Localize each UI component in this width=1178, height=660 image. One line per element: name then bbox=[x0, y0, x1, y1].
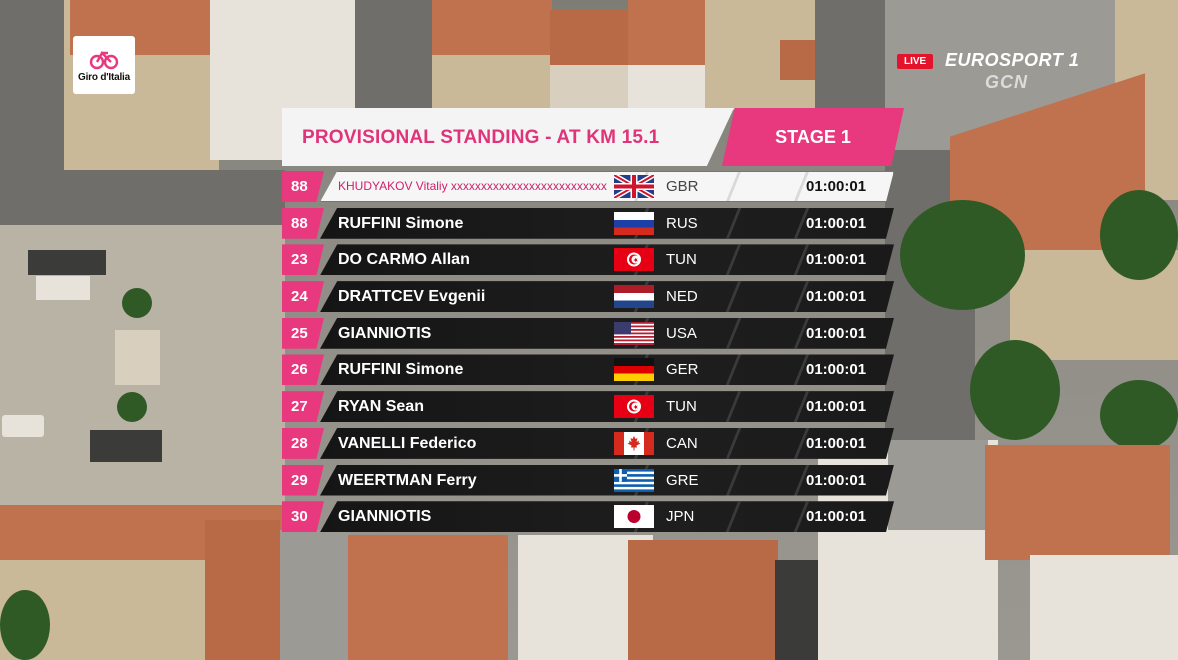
row-background bbox=[320, 391, 894, 423]
standings-row: 28 VANELLI Federico CAN 01:00:01 bbox=[282, 427, 894, 459]
row-background bbox=[320, 354, 894, 386]
live-badge: LIVE bbox=[897, 54, 934, 69]
rider-time: 01:00:01 bbox=[806, 361, 867, 379]
rider-position: 26 bbox=[282, 354, 324, 386]
flag-gb-icon bbox=[614, 175, 654, 198]
giro-logo-text: Giro d'Italia bbox=[77, 71, 130, 83]
flag-jp-icon bbox=[614, 505, 654, 529]
flag-tn-icon bbox=[614, 395, 654, 419]
standings-row: 30 GIANNIOTIS JPN 01:00:01 bbox=[282, 501, 894, 533]
rider-nationality: USA bbox=[666, 324, 697, 342]
rider-name: VANELLI Federico bbox=[338, 434, 477, 452]
giro-ditalia-logo: Giro d'Italia bbox=[73, 36, 135, 94]
stage-label: STAGE 1 bbox=[775, 127, 851, 147]
standings-row: 24 DRATTCEV Evgenii NED 01:00:01 bbox=[282, 281, 894, 313]
rider-time: 01:00:01 bbox=[806, 508, 867, 526]
stage-badge: STAGE 1 bbox=[722, 108, 904, 166]
rider-name: KHUDYAKOV Vitaliy xxxxxxxxxxxxxxxxxxxxxx… bbox=[338, 179, 607, 193]
standings-row: 29 WEERTMAN Ferry GRE 01:00:01 bbox=[282, 464, 894, 496]
rider-nationality: GRE bbox=[666, 471, 699, 489]
row-background bbox=[320, 207, 894, 239]
standings-row-highlighted: 88 KHUDYAKOV Vitaliy xxxxxxxxxxxxxxxxxxxx… bbox=[282, 171, 894, 202]
rider-name: GIANNIOTIS bbox=[338, 508, 432, 526]
rider-nationality: CAN bbox=[666, 434, 698, 452]
rider-name: WEERTMAN Ferry bbox=[338, 471, 477, 489]
rider-time: 01:00:01 bbox=[806, 251, 867, 269]
row-divider bbox=[725, 317, 742, 349]
rider-name: GIANNIOTIS bbox=[338, 324, 432, 342]
rider-position: 23 bbox=[282, 244, 324, 276]
rider-position: 24 bbox=[282, 281, 324, 313]
channel-name: EUROSPORT 1 bbox=[945, 50, 1080, 70]
rider-name: RUFFINI Simone bbox=[338, 214, 464, 232]
rider-time: 01:00:01 bbox=[806, 214, 867, 232]
rider-name: RUFFINI Simone bbox=[338, 361, 464, 379]
rider-name: RYAN Sean bbox=[338, 398, 424, 416]
flag-us-icon bbox=[614, 321, 654, 345]
flag-ru-icon bbox=[614, 211, 654, 235]
row-divider bbox=[725, 464, 742, 496]
row-background bbox=[320, 317, 894, 349]
row-divider bbox=[725, 171, 742, 202]
flag-gr-icon bbox=[614, 468, 654, 492]
row-background bbox=[320, 501, 894, 533]
rider-position: 28 bbox=[282, 427, 324, 459]
row-background bbox=[320, 427, 894, 459]
rider-name: DO CARMO Allan bbox=[338, 251, 470, 269]
flag-ca-icon bbox=[614, 431, 654, 455]
rider-position: 88 bbox=[282, 171, 324, 202]
standings-title-bar: PROVISIONAL STANDING - AT KM 15.1 bbox=[282, 108, 734, 166]
row-background bbox=[320, 464, 894, 496]
row-divider bbox=[725, 281, 742, 313]
standings-row: 27 RYAN Sean TUN 01:00:01 bbox=[282, 391, 894, 423]
standings-row: 25 GIANNIOTIS USA 01:00:01 bbox=[282, 317, 894, 349]
rider-position: 25 bbox=[282, 317, 324, 349]
row-background bbox=[320, 244, 894, 276]
rider-nationality: TUN bbox=[666, 251, 697, 269]
rider-time: 01:00:01 bbox=[806, 324, 867, 342]
gcn-logo: GCN bbox=[985, 72, 1028, 92]
broadcaster-logo: LIVE EUROSPORT 1 GCN bbox=[897, 50, 1112, 94]
rider-position: 88 bbox=[282, 207, 324, 239]
row-background bbox=[320, 171, 894, 202]
rider-nationality: JPN bbox=[666, 508, 695, 526]
row-divider bbox=[725, 244, 742, 276]
row-divider bbox=[725, 207, 742, 239]
rider-time: 01:00:01 bbox=[806, 471, 867, 489]
row-divider bbox=[725, 427, 742, 459]
flag-nl-icon bbox=[614, 285, 654, 309]
standings-row: 26 RUFFINI Simone GER 01:00:01 bbox=[282, 354, 894, 386]
rider-position: 30 bbox=[282, 501, 324, 533]
standings-list: 88 KHUDYAKOV Vitaliy xxxxxxxxxxxxxxxxxxxx… bbox=[282, 171, 894, 538]
rider-nationality: RUS bbox=[666, 214, 698, 232]
flag-de-icon bbox=[614, 358, 654, 382]
rider-nationality: TUN bbox=[666, 398, 697, 416]
rider-position: 27 bbox=[282, 391, 324, 423]
bicycle-icon bbox=[89, 50, 119, 69]
standings-row: 88 RUFFINI Simone RUS 01:00:01 bbox=[282, 207, 894, 239]
standings-title: PROVISIONAL STANDING - AT KM 15.1 bbox=[302, 127, 660, 148]
rider-time: 01:00:01 bbox=[806, 288, 867, 306]
rider-time: 01:00:01 bbox=[806, 178, 867, 195]
rider-time: 01:00:01 bbox=[806, 398, 867, 416]
rider-nationality: NED bbox=[666, 288, 698, 306]
rider-position: 29 bbox=[282, 464, 324, 496]
row-divider bbox=[725, 354, 742, 386]
rider-nationality: GER bbox=[666, 361, 699, 379]
rider-name: DRATTCEV Evgenii bbox=[338, 288, 486, 306]
standings-row: 23 DO CARMO Allan TUN 01:00:01 bbox=[282, 244, 894, 276]
row-divider bbox=[725, 391, 742, 423]
row-divider bbox=[725, 501, 742, 533]
rider-nationality: GBR bbox=[666, 178, 699, 195]
flag-tn-icon bbox=[614, 248, 654, 272]
row-background bbox=[320, 281, 894, 313]
rider-time: 01:00:01 bbox=[806, 434, 867, 452]
